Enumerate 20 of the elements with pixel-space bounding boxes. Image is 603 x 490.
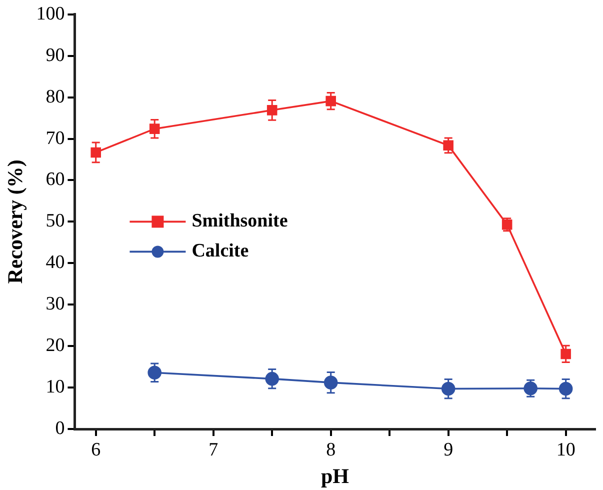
y-tick-label: 0 (55, 418, 65, 439)
y-tick-label: 20 (46, 335, 65, 356)
y-tick-label: 100 (36, 3, 65, 24)
y-tick-label: 60 (46, 169, 65, 190)
x-tick-label: 10 (556, 439, 576, 460)
y-tick-label: 90 (46, 44, 65, 66)
x-tick-label: 6 (91, 439, 101, 460)
y-axis-title: Recovery (%) (3, 160, 28, 284)
x-tick-label: 8 (326, 439, 336, 460)
y-tick-label: 70 (46, 128, 65, 149)
legend-label: Calcite (192, 240, 249, 262)
y-tick-label: 80 (46, 86, 65, 108)
x-tick-label: 7 (208, 439, 218, 460)
legend-label: Smithsonite (192, 210, 288, 232)
y-tick-label: 40 (46, 252, 65, 274)
x-tick-label: 9 (444, 439, 454, 460)
x-axis-title: pH (320, 464, 349, 488)
y-tick-label: 50 (46, 210, 65, 232)
y-tick-label: 10 (46, 376, 65, 398)
y-tick-label: 30 (46, 294, 65, 315)
